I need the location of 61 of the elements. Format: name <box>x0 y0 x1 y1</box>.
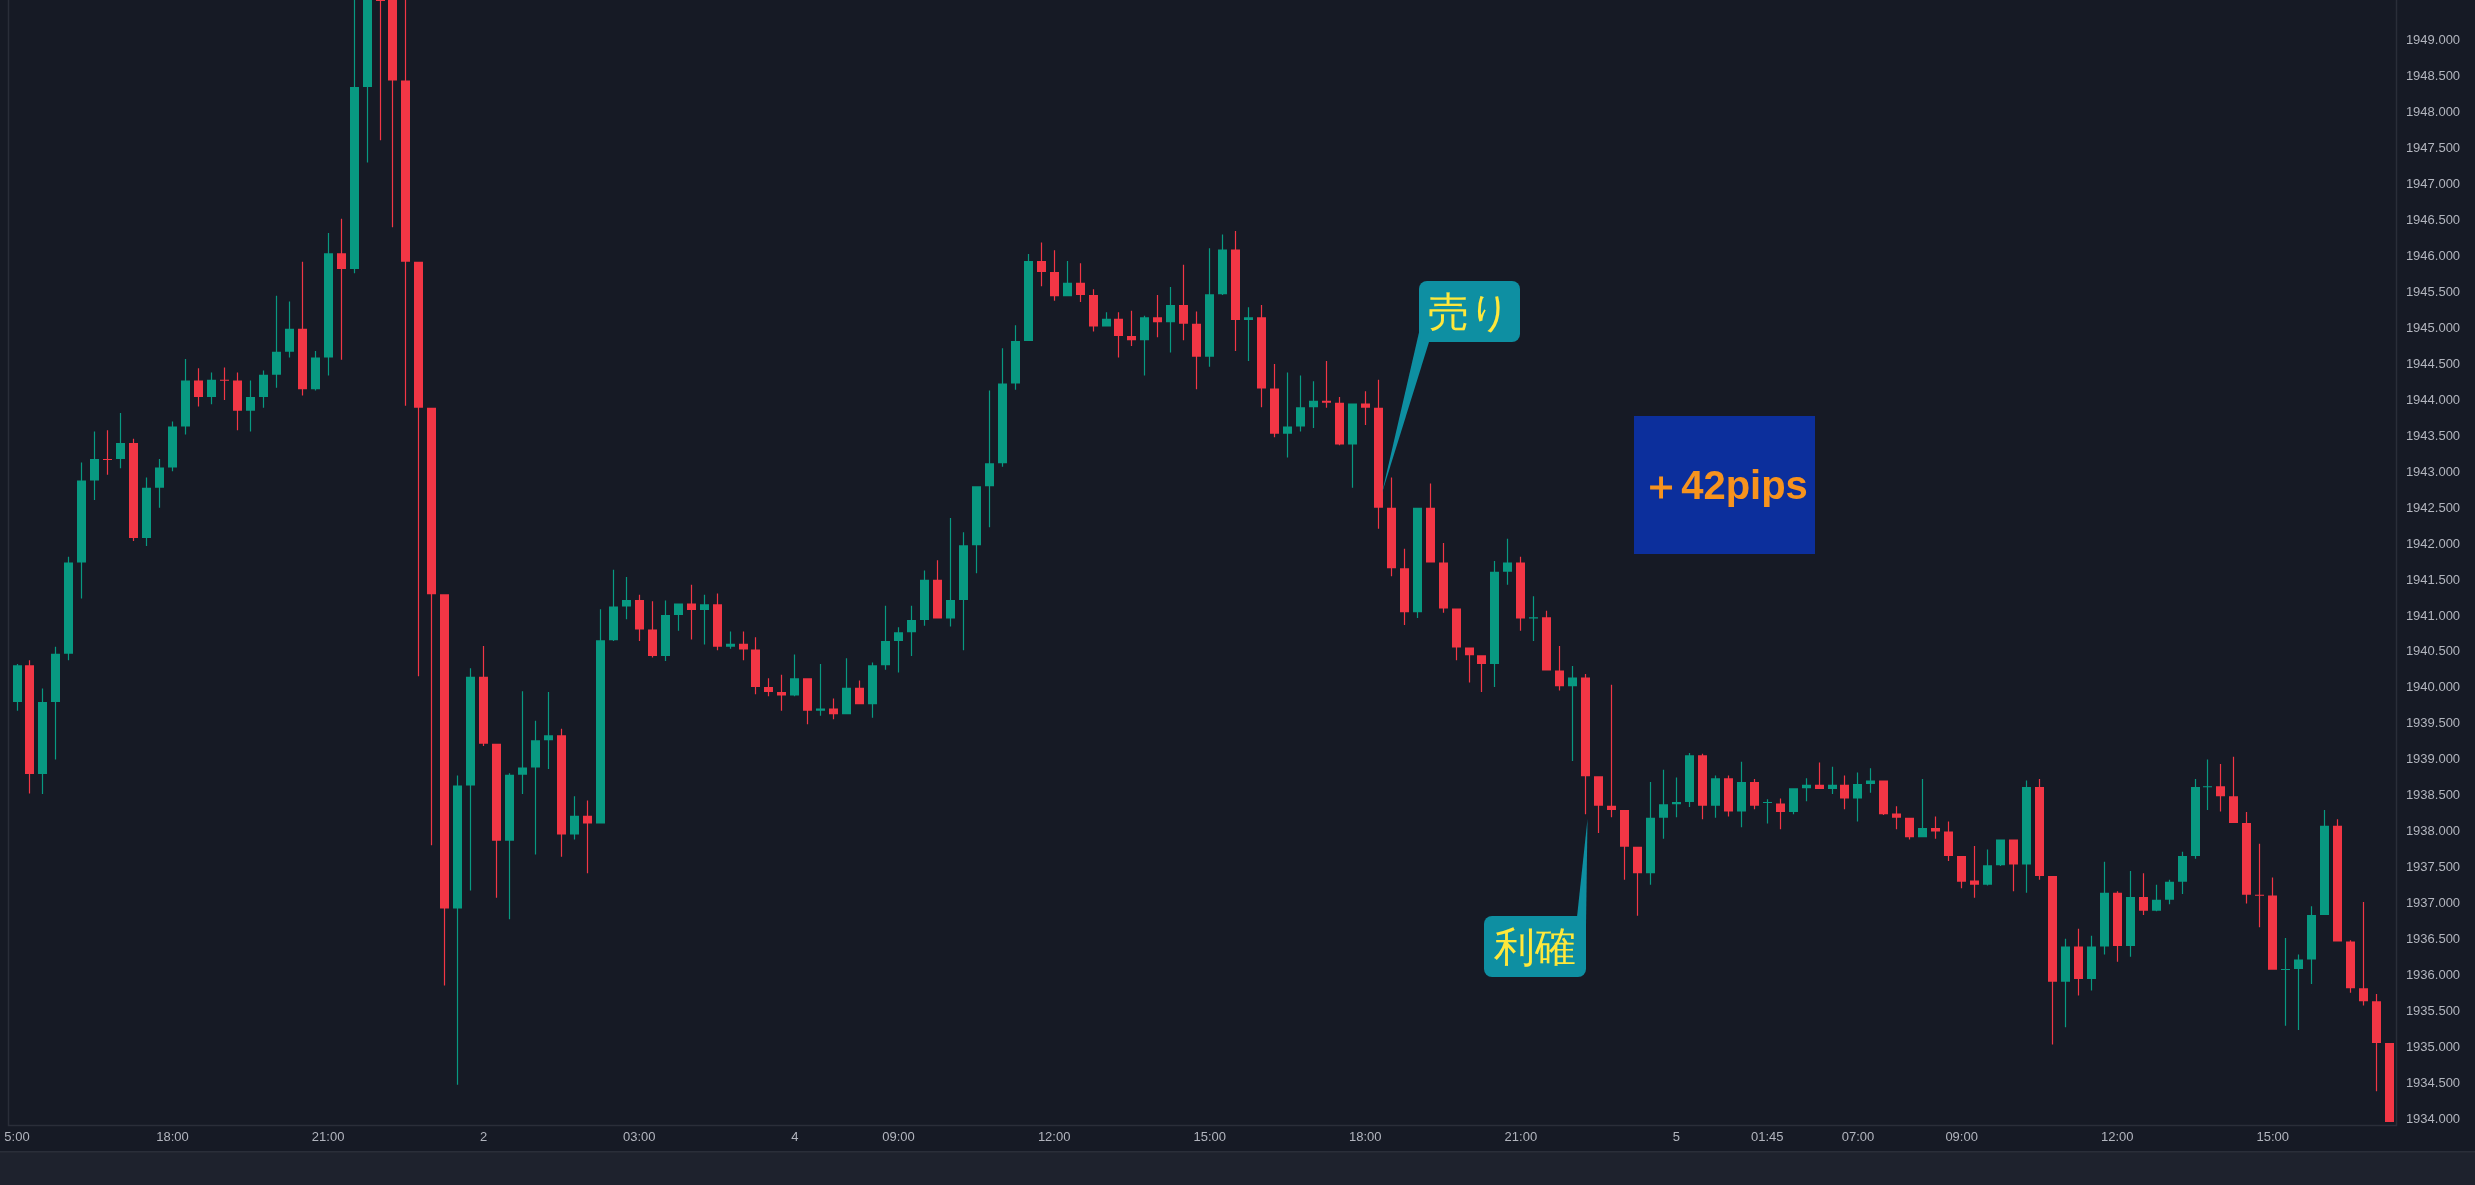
y-tick-label: 1942.000 <box>2405 535 2461 551</box>
x-tick-label: 2 <box>480 1128 488 1144</box>
candlestick <box>1866 768 1875 793</box>
y-tick-label: 1945.500 <box>2405 283 2461 299</box>
annotation: 売り <box>1428 288 1511 335</box>
x-tick-label: 09:00 <box>1945 1128 1978 1144</box>
x-tick-label: 5:00 <box>4 1128 30 1144</box>
x-tick-label: 12:00 <box>2100 1128 2134 1144</box>
annotation: ＋42pips <box>1641 463 1808 507</box>
y-tick-label: 1948.500 <box>2405 68 2461 84</box>
y-tick-label: 1936.000 <box>2405 967 2461 983</box>
y-tick-label: 1938.000 <box>2405 823 2461 839</box>
y-tick-label: 1940.000 <box>2405 679 2461 695</box>
y-tick-label: 1941.000 <box>2405 607 2461 623</box>
x-tick-label: 18:00 <box>156 1128 189 1144</box>
y-tick-label: 1946.500 <box>2405 211 2461 227</box>
y-tick-label: 1946.000 <box>2405 247 2461 263</box>
y-tick-label: 1942.500 <box>2405 499 2461 515</box>
y-tick-label: 1938.500 <box>2405 787 2461 803</box>
y-tick-label: 1939.000 <box>2405 751 2461 767</box>
y-tick-label: 1936.500 <box>2405 931 2461 947</box>
x-tick-label: 15:00 <box>2256 1128 2290 1144</box>
y-tick-label: 1945.000 <box>2405 319 2461 335</box>
x-tick-label: 21:00 <box>311 1128 345 1144</box>
y-tick-label: 1948.000 <box>2405 103 2461 119</box>
y-tick-label: 1947.500 <box>2405 139 2461 155</box>
y-tick-label: 1944.000 <box>2405 391 2461 407</box>
candlestick <box>1711 775 1720 818</box>
x-tick-label: 18:00 <box>1349 1128 1382 1144</box>
y-tick-label: 1935.000 <box>2405 1039 2461 1055</box>
y-tick-label: 1944.500 <box>2405 355 2461 371</box>
y-tick-label: 1939.500 <box>2405 715 2461 731</box>
y-tick-label: 1937.500 <box>2405 859 2461 875</box>
x-tick-label: 5 <box>1672 1128 1681 1144</box>
x-tick-label: 4 <box>791 1128 799 1144</box>
candlestick <box>2009 839 2018 892</box>
y-tick-label: 1934.500 <box>2405 1075 2461 1091</box>
candlestick <box>1776 798 1785 830</box>
y-tick-label: 1935.500 <box>2405 1003 2461 1019</box>
candlestick <box>1296 375 1305 432</box>
y-tick-label: 1937.000 <box>2405 895 2461 911</box>
x-tick-label: 07:00 <box>1841 1128 1875 1144</box>
candlestick <box>1970 845 1979 898</box>
x-tick-label: 01:45 <box>1750 1128 1784 1144</box>
candlestick <box>790 654 799 697</box>
y-tick-label: 1949.000 <box>2405 32 2461 48</box>
candlestick <box>1529 596 1538 641</box>
x-tick-label: 21:00 <box>1504 1128 1538 1144</box>
x-tick-label: 15:00 <box>1193 1128 1227 1144</box>
annotation: 利確 <box>1494 923 1576 970</box>
y-tick-label: 1947.000 <box>2405 175 2461 191</box>
y-tick-label: 1943.500 <box>2405 427 2461 443</box>
candlestick <box>1102 312 1111 327</box>
x-tick-label: 12:00 <box>1037 1128 1071 1144</box>
candlestick <box>1931 816 1940 839</box>
x-tick-label: 03:00 <box>623 1128 656 1144</box>
y-tick-label: 1934.000 <box>2405 1111 2461 1127</box>
y-tick-label: 1941.500 <box>2405 571 2461 587</box>
y-tick-label: 1940.500 <box>2405 643 2461 659</box>
y-tick-label: 1943.000 <box>2405 463 2461 479</box>
x-tick-label: 09:00 <box>882 1128 915 1144</box>
